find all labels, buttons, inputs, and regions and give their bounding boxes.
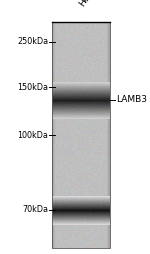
Text: 70kDa: 70kDa xyxy=(22,205,48,214)
Bar xyxy=(52,22,110,248)
Text: 150kDa: 150kDa xyxy=(17,83,48,91)
Text: HeLa: HeLa xyxy=(78,0,98,8)
Text: 250kDa: 250kDa xyxy=(17,38,48,46)
Text: 100kDa: 100kDa xyxy=(17,131,48,139)
Text: LAMB3: LAMB3 xyxy=(116,96,147,104)
